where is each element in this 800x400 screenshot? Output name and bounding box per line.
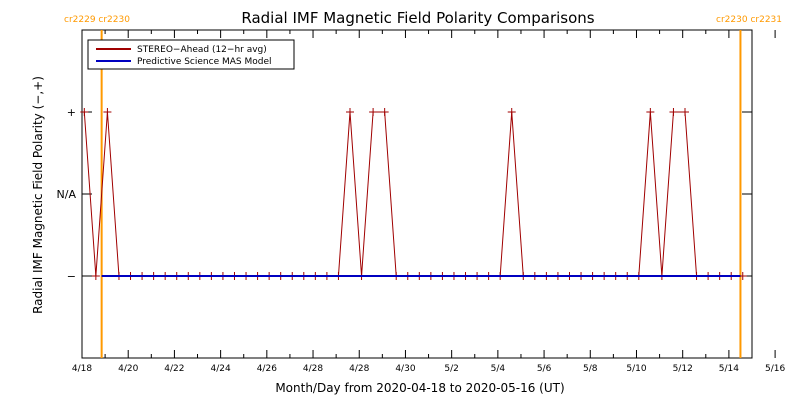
x-tick-label: 4/22 [164, 364, 184, 374]
x-tick-label: 5/16 [765, 364, 785, 374]
x-tick-label: 4/26 [257, 364, 277, 374]
legend-box [87, 39, 295, 70]
legend: STEREO−Ahead (12−hr avg) Predictive Scie… [87, 39, 295, 70]
plot-area: 4/18 4/20 4/22 4/24 4/26 4/28 4/28 4/30 5/2 5/4 5/… [57, 15, 786, 374]
carrington-marker-label: cr2229 cr2230 [64, 15, 130, 25]
x-tick-label: 5/8 [583, 364, 598, 374]
y-tick-label: + [67, 106, 76, 119]
x-tick-label: 4/28 [349, 364, 369, 374]
x-tick-label: 5/6 [537, 364, 552, 374]
carrington-marker-label: cr2230 cr2231 [716, 15, 782, 25]
x-tick-label: 4/20 [118, 364, 138, 374]
x-tick-label: 4/28 [303, 364, 323, 374]
y-tick-label: − [67, 270, 76, 283]
x-axis-label: Month/Day from 2020-04-18 to 2020-05-16 … [275, 381, 564, 395]
x-tick-label: 5/14 [719, 364, 739, 374]
plot-frame [81, 29, 753, 359]
x-tick-label: 5/10 [626, 364, 646, 374]
chart-title: Radial IMF Magnetic Field Polarity Compa… [241, 9, 594, 27]
stereo-series-line [83, 111, 743, 277]
x-tick-label: 5/12 [673, 364, 693, 374]
y-tick-label: N/A [57, 188, 77, 201]
legend-label-mas: Predictive Science MAS Model [137, 57, 272, 67]
x-tick-label: 4/30 [395, 364, 415, 374]
legend-label-stereo: STEREO−Ahead (12−hr avg) [137, 45, 267, 55]
x-tick-label: 4/18 [72, 364, 92, 374]
y-axis-label: Radial IMF Magnetic Field Polarity (−,+) [31, 76, 45, 314]
x-tick-label: 4/24 [211, 364, 231, 374]
x-tick-label: 5/2 [444, 364, 458, 374]
x-tick-label: 5/4 [491, 364, 506, 374]
